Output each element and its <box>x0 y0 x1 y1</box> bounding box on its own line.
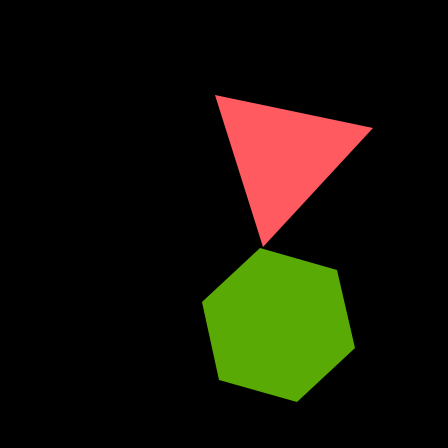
red-triangle <box>215 95 373 247</box>
green-hexagon <box>202 248 355 402</box>
